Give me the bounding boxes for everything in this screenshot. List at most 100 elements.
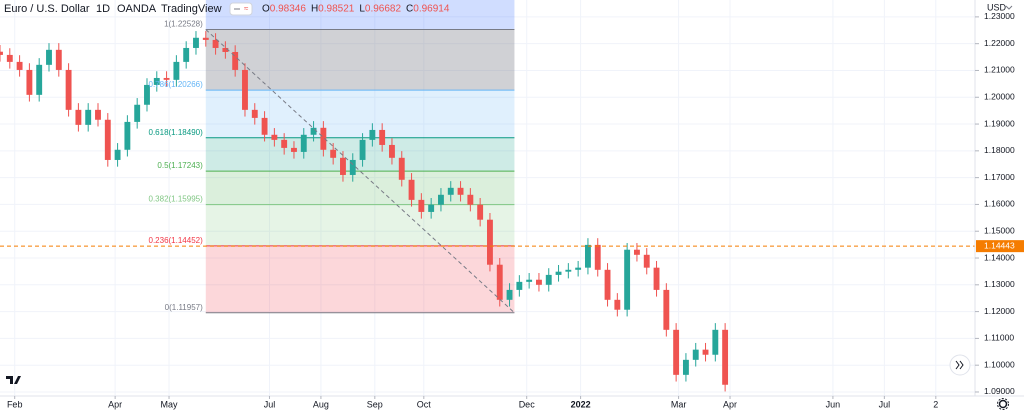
y-tick-label: 1.16000 xyxy=(984,199,1015,209)
candle-body xyxy=(153,77,160,85)
fib-level-label: 1(1.22528) xyxy=(164,20,203,29)
candle-body xyxy=(251,109,258,118)
candle-body xyxy=(477,204,484,220)
x-tick-label: Jul xyxy=(879,399,891,409)
logo-mark xyxy=(6,376,21,384)
last-price-box xyxy=(976,240,1024,253)
candle-body xyxy=(281,139,288,148)
candle-body xyxy=(496,264,503,300)
ohlc-value: 0.98346 xyxy=(270,4,307,15)
candle-body xyxy=(663,289,670,330)
x-tick-label: Oct xyxy=(417,399,432,409)
ohlc-value: 0.96682 xyxy=(365,4,402,15)
candle-body xyxy=(124,121,131,150)
fib-top-band xyxy=(205,0,515,30)
platform: TradingView xyxy=(161,3,222,15)
ohlc-key: C xyxy=(406,4,413,15)
ohlc-legend: O 0.98346 H 0.98521 L 0.96682 C 0.96914 xyxy=(262,4,450,15)
y-tick-label: 1.09000 xyxy=(984,386,1015,396)
candle-body xyxy=(418,199,425,212)
candle-body xyxy=(604,269,611,300)
settings-button[interactable] xyxy=(998,399,1008,409)
candle-body xyxy=(261,117,268,135)
fib-band xyxy=(205,204,515,246)
candle-body xyxy=(585,244,591,268)
candle-body xyxy=(330,149,337,158)
candle-body xyxy=(183,47,190,62)
scroll-to-realtime[interactable] xyxy=(949,354,971,376)
fib-level-label: 0.618(1.18490) xyxy=(149,128,204,137)
candle-body xyxy=(0,51,3,55)
candle-body xyxy=(75,109,82,125)
x-tick-label: Sep xyxy=(367,399,383,409)
scroll-icon xyxy=(955,360,964,370)
x-tick-label: Apr xyxy=(108,399,122,409)
y-tick-label: 1.10000 xyxy=(984,359,1015,369)
grid xyxy=(0,0,975,396)
y-tick-label: 1.22000 xyxy=(984,38,1015,48)
candle-body xyxy=(379,129,386,145)
fib-band xyxy=(205,245,515,313)
candle-body xyxy=(633,249,640,255)
last-price-label: 1.14443 xyxy=(984,240,1015,250)
axes: 1.09000 1.10000 1.11000 1.12000 1.13000 1.140… xyxy=(7,11,1015,409)
candle-body xyxy=(134,104,141,122)
x-tick-label: Feb xyxy=(7,399,23,409)
candle-body xyxy=(575,267,582,270)
x-tick-label: Mar xyxy=(671,399,687,409)
y-tick-label: 1.20000 xyxy=(984,92,1015,102)
candle-body xyxy=(682,359,689,375)
currency: USD xyxy=(987,2,1007,12)
candle-body xyxy=(487,219,493,265)
candle-body xyxy=(193,37,199,48)
candle-body xyxy=(271,134,278,140)
candle-body xyxy=(46,49,52,65)
candle-body xyxy=(163,77,170,80)
indicator-toggle[interactable] xyxy=(229,2,253,16)
candle-body xyxy=(438,194,444,205)
y-tick-label: 1.12000 xyxy=(984,306,1015,316)
candle-body xyxy=(467,194,474,205)
fib-level-label: 0.236(1.14452) xyxy=(149,236,204,245)
candle-body xyxy=(173,61,180,80)
x-tick-label: 2022 xyxy=(571,399,591,409)
y-tick-label: 1.11000 xyxy=(984,333,1014,343)
candle-body xyxy=(614,299,621,310)
exchange: OANDA xyxy=(117,3,157,15)
candle-body xyxy=(320,127,327,150)
header: Euro / U.S. Dollar 1D OANDA TradingView … xyxy=(4,2,450,16)
candle-body xyxy=(359,139,366,160)
candle-body xyxy=(398,157,405,180)
y-tick-label: 1.23000 xyxy=(984,11,1015,21)
y-tick-label: 1.18000 xyxy=(984,145,1015,155)
candle-body xyxy=(389,144,395,158)
candle-body xyxy=(55,49,62,70)
toggle-icon-text: ≈ xyxy=(244,4,249,13)
candle-body xyxy=(95,109,101,120)
y-tick-label: 1.19000 xyxy=(984,118,1015,128)
currency-caret xyxy=(1005,5,1013,10)
ohlc-key: H xyxy=(311,4,318,15)
x-tick-label: May xyxy=(161,399,179,409)
overlay: 1(1.22528) 0.786(1.20266) 0.618(1.18490) 0.… xyxy=(0,20,1024,314)
candle-body xyxy=(212,39,219,48)
candle-body xyxy=(643,254,650,268)
fibonacci-retracement xyxy=(205,0,515,314)
fib-level-label: 0.382(1.15995) xyxy=(149,195,204,204)
candle-body xyxy=(555,271,562,275)
fib-level-label: 0(1.11957) xyxy=(165,303,203,312)
y-tick-label: 1.14000 xyxy=(984,252,1015,262)
candle-body xyxy=(232,51,239,70)
candle-body xyxy=(202,37,209,40)
candle-body xyxy=(340,157,346,175)
ohlc-value: 0.96914 xyxy=(413,4,450,15)
candle-body xyxy=(457,187,464,195)
candle-body xyxy=(6,54,13,62)
y-tick-label: 1.21000 xyxy=(984,65,1015,75)
candle-body xyxy=(673,329,680,375)
x-tick-label: Aug xyxy=(313,399,329,409)
candle-body xyxy=(222,47,229,52)
candle-body xyxy=(702,349,709,355)
